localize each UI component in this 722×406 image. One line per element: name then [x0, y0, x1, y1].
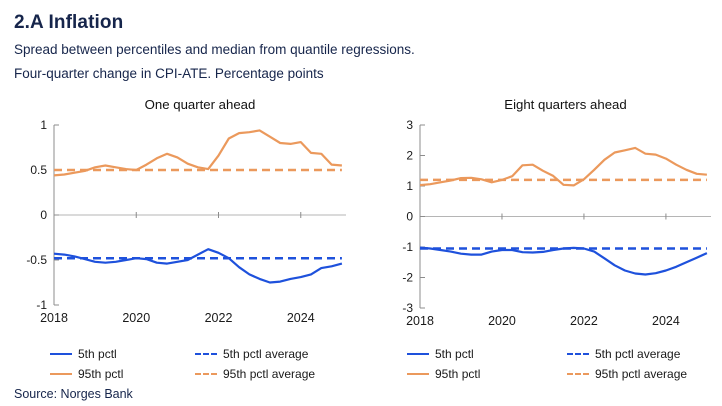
- y-tick-label: 0: [406, 210, 413, 224]
- x-tick-label: 2020: [488, 314, 516, 328]
- chart-title: Eight quarters ahead: [504, 97, 626, 112]
- legend-item-5th-pctl-average: 5th pctl average: [567, 346, 680, 362]
- figure-title: 2.A Inflation: [14, 12, 124, 33]
- y-tick-label: -3: [402, 301, 413, 315]
- 95th-pctl-line: [53, 129, 342, 177]
- source-note: Source: Norges Bank: [14, 387, 133, 401]
- 95th-pctl-line: [419, 146, 707, 187]
- legend-label: 5th pctl average: [595, 347, 681, 361]
- legend-swatch-5th-pctl: [407, 353, 429, 355]
- chart-title: One quarter ahead: [145, 97, 256, 112]
- legend-label: 95th pctl average: [223, 367, 316, 381]
- legend-swatch-95th-pctl: [50, 373, 72, 375]
- y-tick-label: -2: [402, 271, 413, 285]
- legend-swatch-5th-pctl-average: [195, 353, 217, 355]
- legend-label: 5th pctl: [78, 347, 117, 361]
- x-tick-label: 2024: [652, 314, 680, 328]
- x-tick-label: 2024: [287, 311, 315, 325]
- figure-subtitle-1: Spread between percentiles and median fr…: [14, 42, 415, 57]
- legend-item-95th-pctl: 95th pctl: [50, 366, 123, 382]
- chart-one-quarter-ahead: One quarter ahead 2018 2020 2022 2024 1 0.5 0 -0…: [0, 95, 360, 340]
- legend-swatch-95th-pctl: [407, 373, 429, 375]
- legend-item-95th-pctl-average: 95th pctl average: [195, 366, 315, 382]
- legend-item-5th-pctl: 5th pctl: [407, 346, 474, 362]
- legend-swatch-95th-pctl-average: [195, 373, 217, 375]
- chart-eight-quarters-ahead: Eight quarters ahead 2018 2020 2022 2024 3 2 1 0…: [362, 95, 722, 340]
- y-tick-label: 2: [406, 149, 413, 163]
- x-tick-label: 2018: [406, 314, 434, 328]
- legend-swatch-5th-pctl: [50, 353, 72, 355]
- legend-swatch-95th-pctl-average: [567, 373, 589, 375]
- legend-label: 5th pctl: [435, 347, 474, 361]
- x-tick-label: 2020: [122, 311, 150, 325]
- legend-item-95th-pctl-average: 95th pctl average: [567, 366, 687, 382]
- legend-swatch-5th-pctl-average: [567, 353, 589, 355]
- y-tick-label: -1: [36, 298, 47, 312]
- y-tick-label: 0.5: [30, 163, 47, 177]
- y-tick-label: 3: [406, 118, 413, 132]
- figure-subtitle-2: Four-quarter change in CPI-ATE. Percenta…: [14, 66, 324, 81]
- y-tick-label: 1: [406, 179, 413, 193]
- x-tick-label: 2018: [40, 311, 68, 325]
- legend-label: 95th pctl: [78, 367, 124, 381]
- x-tick-label: 2022: [205, 311, 233, 325]
- y-tick-label: -1: [402, 240, 413, 254]
- 5th-pctl-line: [419, 246, 708, 276]
- legend-label: 5th pctl average: [223, 347, 309, 361]
- y-tick-label: 1: [40, 118, 47, 132]
- x-tick-label: 2022: [570, 314, 598, 328]
- y-tick-label: 0: [40, 208, 47, 222]
- legend-item-95th-pctl: 95th pctl: [407, 366, 480, 382]
- 5th-pctl-line: [53, 248, 343, 284]
- legend-item-5th-pctl-average: 5th pctl average: [195, 346, 308, 362]
- legend-label: 95th pctl average: [595, 367, 688, 381]
- y-tick-label: -0.5: [26, 253, 47, 267]
- legend-item-5th-pctl: 5th pctl: [50, 346, 117, 362]
- legend-label: 95th pctl: [435, 367, 481, 381]
